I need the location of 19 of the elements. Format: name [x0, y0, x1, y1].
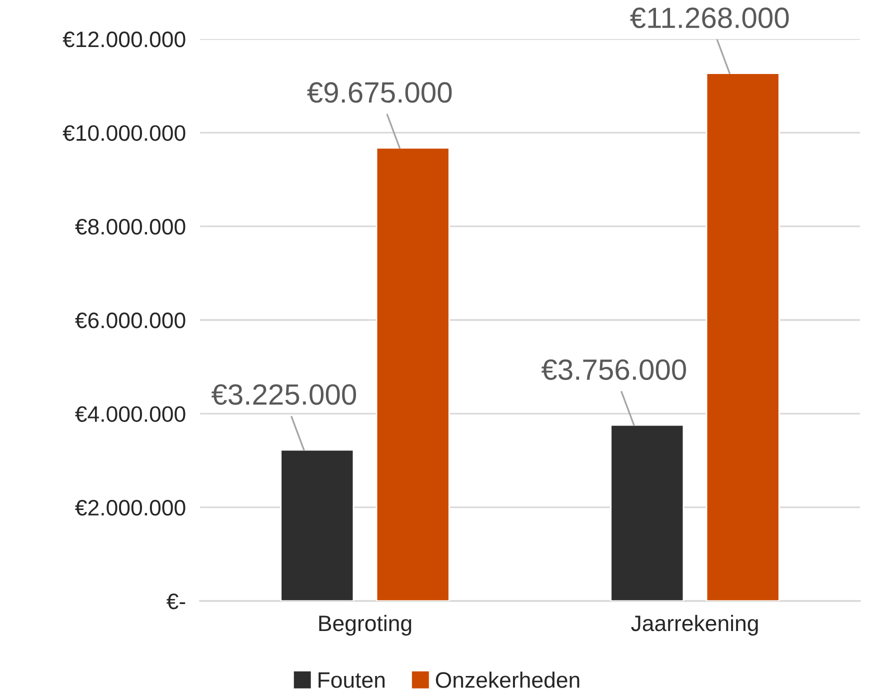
legend-label: Onzekerheden [436, 672, 580, 688]
x-tick-label: Jaarrekening [631, 614, 758, 636]
y-tick-label: €- [166, 594, 186, 610]
y-tick-label: €6.000.000 [75, 312, 186, 328]
bar [610, 424, 684, 601]
y-tick-label: €12.000.000 [62, 32, 186, 48]
legend-label: Fouten [318, 672, 385, 688]
bar [706, 72, 780, 601]
data-label: €3.225.000 [211, 384, 356, 405]
y-tick-label: €2.000.000 [75, 500, 186, 516]
y-tick-label: €4.000.000 [75, 406, 186, 422]
y-tick-label: €8.000.000 [75, 218, 186, 235]
bar [376, 147, 450, 601]
data-label: €11.268.000 [630, 8, 789, 28]
x-tick-label: Begroting [319, 614, 412, 636]
y-tick-label: €10.000.000 [62, 125, 186, 141]
bar [280, 449, 354, 601]
data-label: €9.675.000 [307, 82, 452, 103]
data-label: €3.756.000 [541, 359, 686, 380]
